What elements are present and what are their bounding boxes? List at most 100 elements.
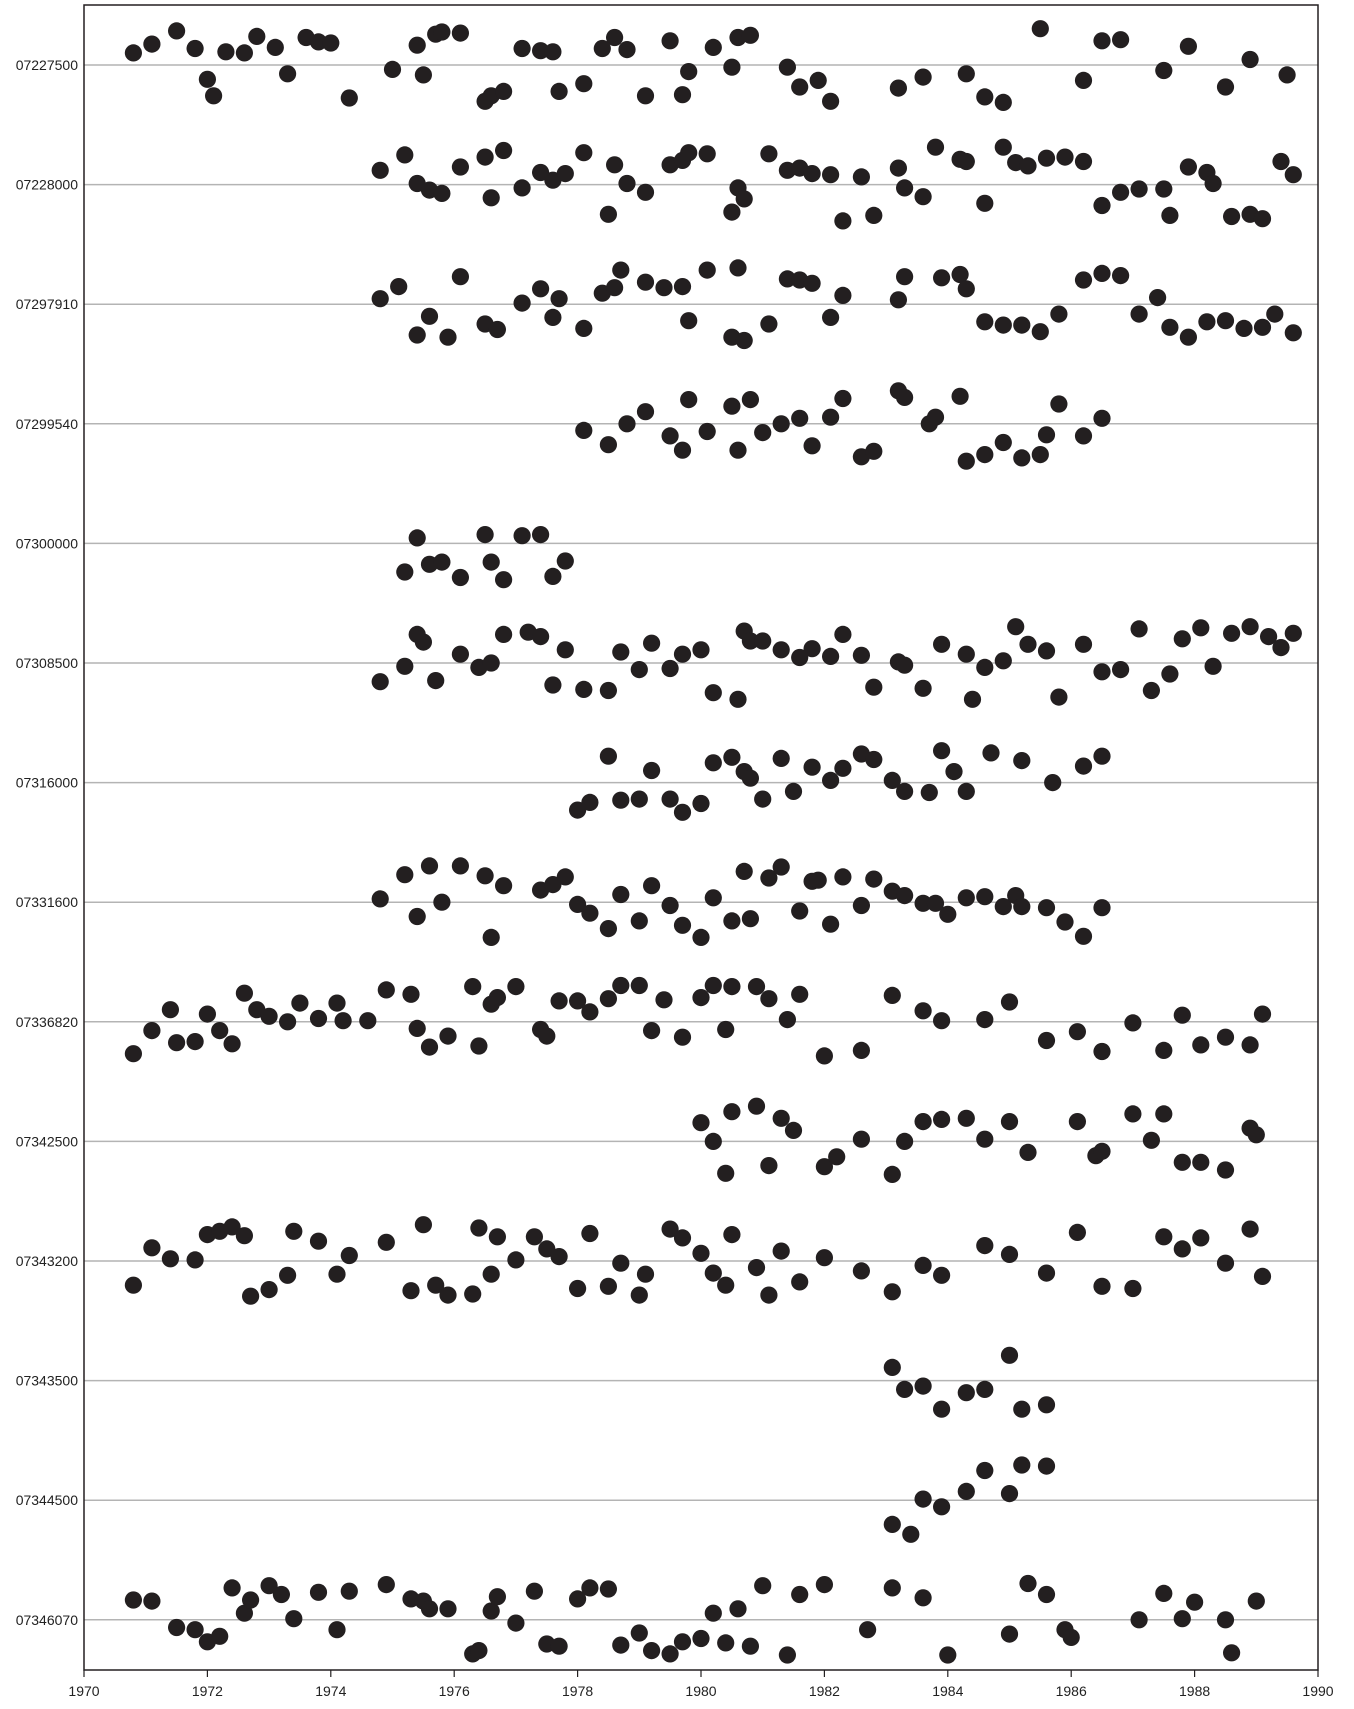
- data-point-07336820: [260, 1007, 278, 1025]
- data-point-07308500: [371, 673, 389, 691]
- data-point-07297910: [1074, 271, 1093, 289]
- data-point-07343200: [914, 1256, 932, 1274]
- data-point-07299540: [1050, 395, 1068, 413]
- data-point-07346070: [1173, 1610, 1191, 1628]
- data-point-07346070: [168, 1618, 186, 1637]
- data-point-07346070: [340, 1582, 358, 1600]
- data-point-07227500: [1216, 78, 1235, 96]
- data-point-07336820: [760, 990, 778, 1008]
- data-point-07331600: [926, 894, 945, 912]
- data-point-07336820: [377, 981, 395, 999]
- data-point-07336820: [883, 986, 901, 1005]
- data-point-07308500: [976, 658, 994, 677]
- data-point-07300000: [408, 529, 426, 547]
- data-point-07297910: [1198, 313, 1216, 331]
- data-point-07308500: [896, 656, 914, 674]
- data-point-07228000: [680, 144, 698, 162]
- data-point-07346070: [550, 1637, 568, 1655]
- data-point-07346070: [488, 1588, 506, 1606]
- data-point-07228000: [1253, 210, 1272, 228]
- data-point-07336820: [538, 1027, 556, 1045]
- data-point-07297910: [680, 312, 698, 330]
- data-point-07228000: [760, 145, 778, 163]
- data-point-07316000: [1074, 757, 1093, 775]
- data-point-07227500: [309, 33, 328, 51]
- data-point-07346070: [1186, 1593, 1204, 1611]
- y-tick-label: 07344500: [16, 1492, 79, 1508]
- data-point-07299540: [698, 422, 716, 441]
- data-point-07299540: [575, 421, 593, 439]
- data-point-07336820: [198, 1005, 216, 1023]
- data-point-07228000: [396, 146, 414, 164]
- data-point-07343500: [1013, 1400, 1031, 1418]
- data-point-07336820: [359, 1012, 377, 1030]
- data-point-07331600: [772, 858, 790, 876]
- data-point-07343200: [427, 1276, 445, 1294]
- data-point-07228000: [1130, 180, 1148, 198]
- data-point-07331600: [1093, 899, 1111, 917]
- data-point-07227500: [1179, 37, 1197, 55]
- data-point-07300000: [396, 563, 414, 581]
- data-point-07343200: [747, 1259, 766, 1277]
- y-tick-label: 07227500: [16, 57, 79, 73]
- data-point-07331600: [433, 893, 451, 911]
- data-point-07299540: [834, 389, 852, 408]
- y-axis-labels: 07227500 07228000 07297910 07299540 07300000…: [16, 57, 79, 1628]
- data-point-07316000: [569, 801, 587, 819]
- data-point-07316000: [865, 750, 883, 769]
- data-point-07300000: [433, 553, 451, 571]
- data-point-07342500: [1093, 1142, 1111, 1160]
- data-point-07336820: [599, 990, 618, 1008]
- data-point-07343200: [852, 1262, 871, 1280]
- data-point-07299540: [994, 433, 1012, 452]
- data-point-07228000: [1161, 206, 1179, 224]
- data-point-07331600: [1056, 913, 1074, 931]
- data-point-07228000: [889, 159, 908, 177]
- data-point-07336820: [186, 1033, 204, 1051]
- data-point-07336820: [778, 1011, 797, 1029]
- data-point-07331600: [834, 868, 852, 886]
- data-point-07343200: [815, 1249, 834, 1267]
- data-point-07343200: [402, 1282, 420, 1300]
- data-point-07297910: [390, 278, 408, 296]
- data-point-07227500: [889, 79, 908, 97]
- data-point-07299540: [1074, 427, 1093, 445]
- data-point-07331600: [661, 896, 679, 915]
- data-point-07336820: [914, 1002, 932, 1020]
- data-point-07336820: [291, 994, 309, 1012]
- data-point-07227500: [235, 44, 253, 62]
- data-point-07346070: [272, 1585, 290, 1604]
- data-point-07297910: [408, 326, 426, 344]
- data-point-07343500: [976, 1380, 994, 1398]
- data-point-07343200: [464, 1285, 482, 1303]
- data-point-07346070: [507, 1614, 525, 1632]
- data-point-07227500: [1278, 66, 1296, 84]
- data-point-07316000: [772, 749, 790, 768]
- data-point-07308500: [791, 648, 809, 667]
- data-point-07344500: [1013, 1456, 1031, 1474]
- x-tick-label: 1970: [68, 1683, 99, 1699]
- data-point-07227500: [248, 27, 266, 45]
- data-point-07297910: [636, 273, 655, 291]
- data-point-07343500: [1037, 1396, 1056, 1414]
- data-point-07297910: [951, 265, 969, 284]
- x-tick-label: 1988: [1179, 1683, 1210, 1699]
- data-point-07308500: [963, 690, 982, 708]
- data-point-07308500: [1204, 657, 1222, 675]
- data-point-07299540: [723, 397, 741, 415]
- data-point-07343200: [309, 1232, 328, 1250]
- data-point-07316000: [957, 782, 975, 801]
- data-point-07342500: [1142, 1131, 1160, 1149]
- data-point-07343200: [1241, 1220, 1259, 1238]
- data-point-07300000: [532, 526, 550, 544]
- data-point-07343200: [1155, 1228, 1173, 1246]
- data-point-07336820: [692, 989, 710, 1007]
- data-point-07227500: [618, 41, 636, 59]
- data-point-07346070: [630, 1624, 648, 1642]
- data-point-07227500: [143, 35, 161, 53]
- data-point-07346070: [673, 1633, 692, 1651]
- data-point-07343200: [482, 1265, 500, 1283]
- gridlines: [84, 64, 1318, 1621]
- data-point-07336820: [630, 976, 648, 995]
- data-point-07346070: [1130, 1611, 1148, 1629]
